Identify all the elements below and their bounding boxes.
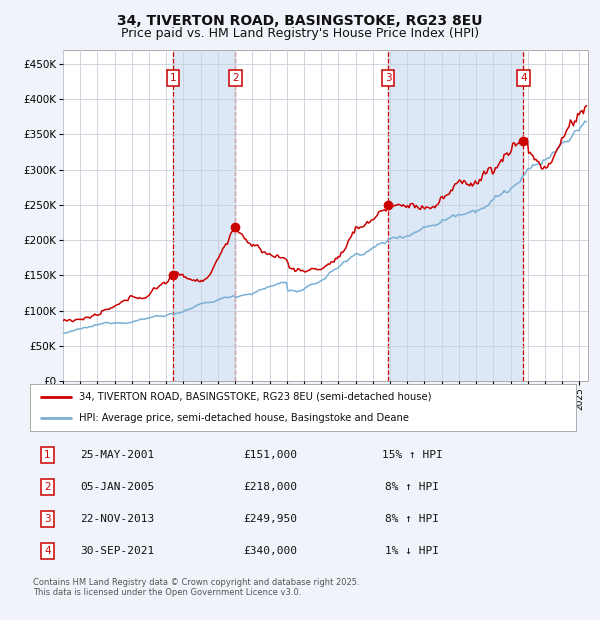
Text: 8% ↑ HPI: 8% ↑ HPI [385,514,439,524]
Text: 3: 3 [385,73,391,83]
Text: 15% ↑ HPI: 15% ↑ HPI [382,450,443,460]
Text: 8% ↑ HPI: 8% ↑ HPI [385,482,439,492]
Text: Price paid vs. HM Land Registry's House Price Index (HPI): Price paid vs. HM Land Registry's House … [121,27,479,40]
Bar [388,50,523,381]
Text: 1% ↓ HPI: 1% ↓ HPI [385,546,439,556]
Text: Contains HM Land Registry data © Crown copyright and database right 2025.
This d: Contains HM Land Registry data © Crown c… [33,578,359,597]
Text: 2: 2 [232,73,239,83]
Text: 4: 4 [44,546,51,556]
Text: 1: 1 [170,73,176,83]
Text: HPI: Average price, semi-detached house, Basingstoke and Deane: HPI: Average price, semi-detached house,… [79,414,409,423]
Text: 22-NOV-2013: 22-NOV-2013 [80,514,154,524]
Text: 30-SEP-2021: 30-SEP-2021 [80,546,154,556]
Text: £249,950: £249,950 [243,514,297,524]
Text: 3: 3 [44,514,51,524]
Text: 05-JAN-2005: 05-JAN-2005 [80,482,154,492]
Text: 2: 2 [44,482,51,492]
Text: 25-MAY-2001: 25-MAY-2001 [80,450,154,460]
Text: £218,000: £218,000 [243,482,297,492]
Text: £151,000: £151,000 [243,450,297,460]
Text: 4: 4 [520,73,527,83]
Text: £340,000: £340,000 [243,546,297,556]
Text: 34, TIVERTON ROAD, BASINGSTOKE, RG23 8EU: 34, TIVERTON ROAD, BASINGSTOKE, RG23 8EU [117,14,483,28]
Text: 1: 1 [44,450,51,460]
Text: 34, TIVERTON ROAD, BASINGSTOKE, RG23 8EU (semi-detached house): 34, TIVERTON ROAD, BASINGSTOKE, RG23 8EU… [79,392,431,402]
Bar [173,50,235,381]
